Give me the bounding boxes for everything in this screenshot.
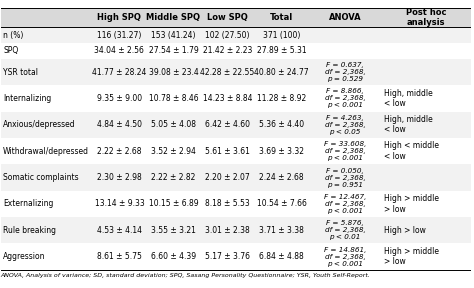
Text: 6.84 ± 4.88: 6.84 ± 4.88 [259, 252, 304, 261]
Text: 41.77 ± 28.24: 41.77 ± 28.24 [92, 68, 146, 77]
Bar [0, 27, 471, 43]
Text: 40.80 ± 24.77: 40.80 ± 24.77 [254, 68, 309, 77]
Text: 21.42 ± 2.23: 21.42 ± 2.23 [203, 46, 252, 56]
Text: F = 5.876,
df = 2,368,
p < 0.01: F = 5.876, df = 2,368, p < 0.01 [325, 220, 365, 240]
Text: 14.23 ± 8.84: 14.23 ± 8.84 [203, 94, 252, 103]
Text: 153 (41.24): 153 (41.24) [151, 31, 196, 40]
Text: 9.35 ± 9.00: 9.35 ± 9.00 [97, 94, 142, 103]
Text: F = 0.050,
df = 2,368,
p = 0.951: F = 0.050, df = 2,368, p = 0.951 [325, 168, 365, 187]
Text: 42.28 ± 22.55: 42.28 ± 22.55 [201, 68, 255, 77]
Text: High > middle
> low: High > middle > low [384, 194, 439, 214]
Text: High, middle
< low: High, middle < low [384, 89, 433, 108]
Text: 3.69 ± 3.32: 3.69 ± 3.32 [259, 147, 304, 156]
Text: ANOVA, Analysis of variance; SD, standard deviation; SPQ, Sasang Personality Que: ANOVA, Analysis of variance; SD, standar… [0, 273, 371, 278]
Text: 371 (100): 371 (100) [263, 31, 300, 40]
Text: 2.24 ± 2.68: 2.24 ± 2.68 [259, 173, 304, 182]
Text: 2.22 ± 2.68: 2.22 ± 2.68 [97, 147, 142, 156]
Text: F = 14.861,
df = 2,368,
p < 0.001: F = 14.861, df = 2,368, p < 0.001 [324, 247, 366, 267]
Text: 2.20 ± 2.07: 2.20 ± 2.07 [205, 173, 250, 182]
Text: 2.22 ± 2.82: 2.22 ± 2.82 [151, 173, 196, 182]
Text: 5.36 ± 4.40: 5.36 ± 4.40 [259, 120, 304, 129]
Text: F = 33.608,
df = 2,368,
p < 0.001: F = 33.608, df = 2,368, p < 0.001 [324, 141, 366, 161]
Text: 39.08 ± 23.4: 39.08 ± 23.4 [148, 68, 198, 77]
Text: Middle SPQ: Middle SPQ [146, 13, 201, 22]
Text: 27.54 ± 1.79: 27.54 ± 1.79 [148, 46, 198, 56]
Text: Anxious/depressed: Anxious/depressed [3, 120, 76, 129]
Text: 10.78 ± 8.46: 10.78 ± 8.46 [149, 94, 198, 103]
Bar [0, 112, 471, 138]
Text: Internalizing: Internalizing [3, 94, 51, 103]
Text: 6.42 ± 4.60: 6.42 ± 4.60 [205, 120, 250, 129]
Text: 8.61 ± 5.75: 8.61 ± 5.75 [97, 252, 142, 261]
Text: 4.84 ± 4.50: 4.84 ± 4.50 [97, 120, 142, 129]
Text: 3.55 ± 3.21: 3.55 ± 3.21 [151, 226, 196, 235]
Text: 3.52 ± 2.94: 3.52 ± 2.94 [151, 147, 196, 156]
Text: 2.30 ± 2.98: 2.30 ± 2.98 [97, 173, 142, 182]
Text: 4.53 ± 4.14: 4.53 ± 4.14 [97, 226, 142, 235]
Text: High > low: High > low [384, 226, 426, 235]
Text: 5.17 ± 3.76: 5.17 ± 3.76 [205, 252, 250, 261]
Text: High SPQ: High SPQ [98, 13, 141, 22]
Text: 34.04 ± 2.56: 34.04 ± 2.56 [94, 46, 144, 56]
Text: 5.05 ± 4.08: 5.05 ± 4.08 [151, 120, 196, 129]
Text: 6.60 ± 4.39: 6.60 ± 4.39 [151, 252, 196, 261]
Text: Low SPQ: Low SPQ [207, 13, 248, 22]
Text: Somatic complaints: Somatic complaints [3, 173, 79, 182]
Text: Rule breaking: Rule breaking [3, 226, 56, 235]
Text: 8.18 ± 5.53: 8.18 ± 5.53 [205, 199, 250, 209]
Text: Post hoc
analysis: Post hoc analysis [406, 8, 447, 27]
Text: F = 4.263,
df = 2,368,
p < 0.05: F = 4.263, df = 2,368, p < 0.05 [325, 115, 365, 135]
Text: YSR total: YSR total [3, 68, 38, 77]
Bar [0, 59, 471, 85]
Text: 11.28 ± 8.92: 11.28 ± 8.92 [257, 94, 306, 103]
Bar [0, 217, 471, 243]
Text: 10.15 ± 6.89: 10.15 ± 6.89 [149, 199, 198, 209]
Text: 3.71 ± 3.38: 3.71 ± 3.38 [259, 226, 304, 235]
Text: 13.14 ± 9.33: 13.14 ± 9.33 [94, 199, 144, 209]
Text: Total: Total [270, 13, 293, 22]
Text: Aggression: Aggression [3, 252, 46, 261]
Text: F = 0.637,
df = 2,368,
p = 0.529: F = 0.637, df = 2,368, p = 0.529 [325, 62, 365, 82]
Bar [0, 8, 471, 27]
Text: 116 (31.27): 116 (31.27) [97, 31, 142, 40]
Text: F = 8.866,
df = 2,368,
p < 0.001: F = 8.866, df = 2,368, p < 0.001 [325, 88, 365, 108]
Text: 27.89 ± 5.31: 27.89 ± 5.31 [257, 46, 306, 56]
Text: High, middle
< low: High, middle < low [384, 115, 433, 134]
Text: Withdrawal/depressed: Withdrawal/depressed [3, 147, 89, 156]
Text: SPQ: SPQ [3, 46, 18, 56]
Text: High < middle
< low: High < middle < low [384, 141, 439, 161]
Bar [0, 164, 471, 191]
Text: 5.61 ± 3.61: 5.61 ± 3.61 [205, 147, 250, 156]
Text: F = 12.467,
df = 2,368,
p < 0.001: F = 12.467, df = 2,368, p < 0.001 [324, 194, 366, 214]
Text: ANOVA: ANOVA [329, 13, 361, 22]
Text: 102 (27.50): 102 (27.50) [205, 31, 250, 40]
Text: High > middle
> low: High > middle > low [384, 247, 439, 266]
Text: 3.01 ± 2.38: 3.01 ± 2.38 [205, 226, 250, 235]
Text: 10.54 ± 7.66: 10.54 ± 7.66 [256, 199, 307, 209]
Text: n (%): n (%) [3, 31, 23, 40]
Text: Externalizing: Externalizing [3, 199, 54, 209]
